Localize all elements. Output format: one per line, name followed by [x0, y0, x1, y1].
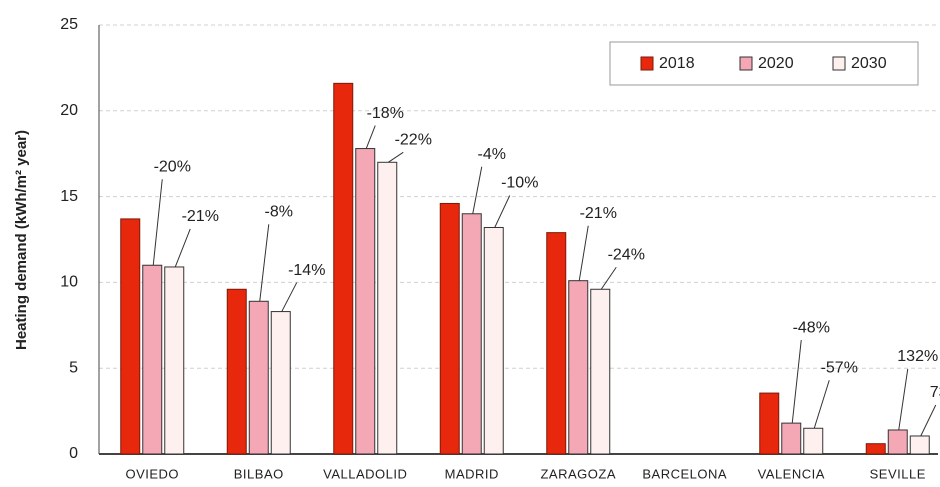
leader-line: [813, 380, 830, 429]
legend-label: 2020: [758, 55, 794, 72]
leader-line: [174, 228, 191, 268]
x-tick-label: BILBAO: [234, 466, 284, 481]
data-label: -21%: [182, 208, 219, 225]
bar: [377, 161, 398, 455]
legend-box: [609, 41, 919, 86]
leader-line: [578, 225, 589, 281]
y-tick-label: 20: [60, 102, 78, 119]
bar: [142, 264, 163, 455]
data-label: 132%: [897, 348, 938, 365]
bar: [590, 288, 611, 455]
bar: [803, 427, 824, 455]
legend-label: 2018: [659, 55, 695, 72]
bar: [120, 218, 141, 455]
data-label: -22%: [395, 131, 432, 148]
y-tick-label: 25: [60, 16, 78, 33]
data-label: -48%: [793, 319, 830, 336]
data-label: -24%: [608, 246, 645, 263]
leader-line: [600, 266, 617, 290]
x-tick-label: BARCELONA: [642, 466, 727, 481]
leader-line: [281, 282, 298, 312]
bar: [439, 202, 460, 455]
y-tick-label: 0: [69, 445, 78, 462]
bar: [546, 232, 567, 455]
data-label: -18%: [367, 105, 404, 122]
data-label: -8%: [265, 203, 293, 220]
bar: [333, 82, 354, 455]
x-tick-label: MADRID: [445, 466, 499, 481]
bar: [164, 266, 185, 455]
data-label: -4%: [478, 146, 506, 163]
legend-label: 2030: [851, 55, 887, 72]
bar: [226, 288, 247, 455]
leader-line: [898, 368, 909, 431]
bar: [568, 280, 589, 455]
y-axis-label: Heating demand (kWh/m² year): [13, 130, 30, 350]
leader-line: [791, 340, 802, 424]
bar: [461, 213, 482, 455]
leader-line: [259, 224, 270, 302]
bar: [887, 429, 908, 455]
data-label: -14%: [288, 262, 325, 279]
data-label: -21%: [580, 205, 617, 222]
bar: [781, 422, 802, 455]
bar: [759, 392, 780, 455]
leader-line: [365, 125, 376, 149]
x-tick-label: OVIEDO: [125, 466, 179, 481]
leader-line: [387, 151, 404, 163]
legend-swatch: [640, 56, 654, 71]
data-label: -57%: [821, 359, 858, 376]
y-tick-label: 15: [60, 188, 78, 205]
data-label: 73%: [930, 384, 940, 401]
x-tick-label: VALLADOLID: [323, 466, 407, 481]
x-tick-label: VALENCIA: [758, 466, 825, 481]
bar: [483, 226, 504, 455]
bar: [270, 311, 291, 455]
legend-swatch: [832, 56, 846, 71]
y-tick-label: 10: [60, 274, 78, 291]
leader-line: [920, 404, 937, 437]
data-label: -10%: [501, 175, 538, 192]
bar: [909, 435, 930, 455]
data-label: -20%: [154, 158, 191, 175]
bar: [355, 148, 376, 455]
y-tick-label: 5: [69, 359, 78, 376]
legend-swatch: [739, 56, 753, 71]
bar: [248, 300, 269, 455]
x-tick-label: SEVILLE: [870, 466, 926, 481]
leader-line: [472, 166, 483, 214]
bar: [865, 443, 886, 455]
leader-line: [152, 179, 163, 266]
leader-line: [494, 195, 511, 228]
x-tick-label: ZARAGOZA: [540, 466, 616, 481]
